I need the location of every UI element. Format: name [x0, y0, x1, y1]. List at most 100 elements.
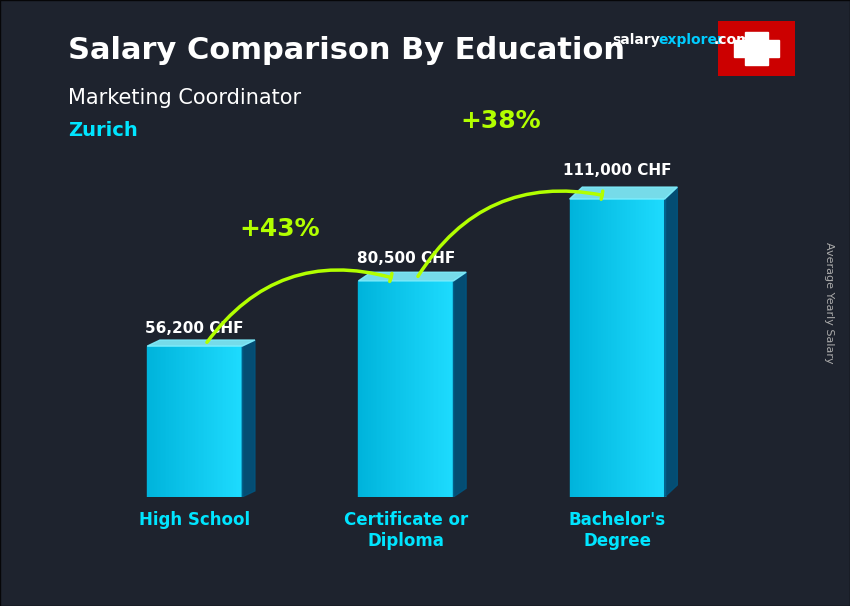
Bar: [442, 281, 444, 497]
Text: Salary Comparison By Education: Salary Comparison By Education: [68, 36, 625, 65]
Bar: [173, 346, 174, 497]
Bar: [158, 346, 160, 497]
Polygon shape: [147, 340, 255, 346]
Bar: [412, 281, 414, 497]
Bar: [632, 199, 633, 497]
Bar: [156, 346, 158, 497]
Bar: [230, 346, 231, 497]
Bar: [235, 346, 236, 497]
Bar: [636, 199, 638, 497]
Bar: [590, 199, 592, 497]
Bar: [361, 281, 363, 497]
Bar: [193, 346, 195, 497]
Bar: [633, 199, 635, 497]
Bar: [606, 199, 608, 497]
Bar: [608, 199, 609, 497]
Polygon shape: [570, 187, 677, 199]
Bar: [570, 199, 665, 497]
Bar: [659, 199, 660, 497]
Bar: [154, 346, 155, 497]
Bar: [595, 199, 597, 497]
Bar: [372, 281, 374, 497]
Bar: [222, 346, 224, 497]
Bar: [198, 346, 200, 497]
Bar: [396, 281, 398, 497]
Text: Zurich: Zurich: [68, 121, 138, 140]
Bar: [167, 346, 169, 497]
Bar: [444, 281, 445, 497]
Bar: [663, 199, 665, 497]
Bar: [436, 281, 438, 497]
Bar: [162, 346, 163, 497]
Text: +43%: +43%: [239, 217, 320, 241]
Bar: [371, 281, 372, 497]
Bar: [403, 281, 405, 497]
Bar: [445, 281, 447, 497]
Bar: [224, 346, 226, 497]
Bar: [401, 281, 403, 497]
Bar: [428, 281, 430, 497]
Bar: [176, 346, 178, 497]
Bar: [211, 346, 212, 497]
Text: salary: salary: [612, 33, 660, 47]
Bar: [622, 199, 624, 497]
Bar: [174, 346, 176, 497]
Polygon shape: [242, 340, 255, 497]
Bar: [418, 281, 420, 497]
Bar: [577, 199, 579, 497]
Bar: [587, 199, 589, 497]
Bar: [422, 281, 423, 497]
Bar: [231, 346, 233, 497]
Bar: [423, 281, 425, 497]
Bar: [630, 199, 632, 497]
Bar: [207, 346, 209, 497]
Bar: [147, 346, 242, 497]
Bar: [394, 281, 395, 497]
Bar: [614, 199, 615, 497]
Bar: [390, 281, 392, 497]
Polygon shape: [665, 187, 677, 497]
Bar: [643, 199, 644, 497]
Bar: [644, 199, 646, 497]
Bar: [405, 281, 406, 497]
Bar: [187, 346, 189, 497]
Bar: [241, 346, 242, 497]
Bar: [359, 281, 360, 497]
Bar: [150, 346, 152, 497]
Bar: [379, 281, 381, 497]
Text: +38%: +38%: [461, 109, 541, 133]
Bar: [385, 281, 387, 497]
Bar: [626, 199, 628, 497]
Bar: [376, 281, 377, 497]
Bar: [381, 281, 382, 497]
Bar: [639, 199, 641, 497]
Bar: [182, 346, 184, 497]
Bar: [576, 199, 577, 497]
Bar: [195, 346, 196, 497]
Text: 111,000 CHF: 111,000 CHF: [563, 163, 672, 178]
Bar: [603, 199, 604, 497]
Bar: [661, 199, 663, 497]
Bar: [611, 199, 612, 497]
Bar: [425, 281, 427, 497]
Bar: [433, 281, 434, 497]
Bar: [363, 281, 365, 497]
Bar: [163, 346, 165, 497]
Bar: [646, 199, 647, 497]
Bar: [165, 346, 167, 497]
Bar: [237, 346, 239, 497]
Bar: [660, 199, 661, 497]
Bar: [592, 199, 593, 497]
Bar: [657, 199, 659, 497]
Bar: [734, 41, 779, 57]
Bar: [178, 346, 180, 497]
Bar: [447, 281, 449, 497]
Text: explorer: explorer: [659, 33, 724, 47]
Bar: [427, 281, 428, 497]
Polygon shape: [359, 272, 466, 281]
Bar: [628, 199, 630, 497]
Bar: [570, 199, 571, 497]
Bar: [655, 199, 657, 497]
Bar: [155, 346, 156, 497]
Bar: [575, 199, 576, 497]
